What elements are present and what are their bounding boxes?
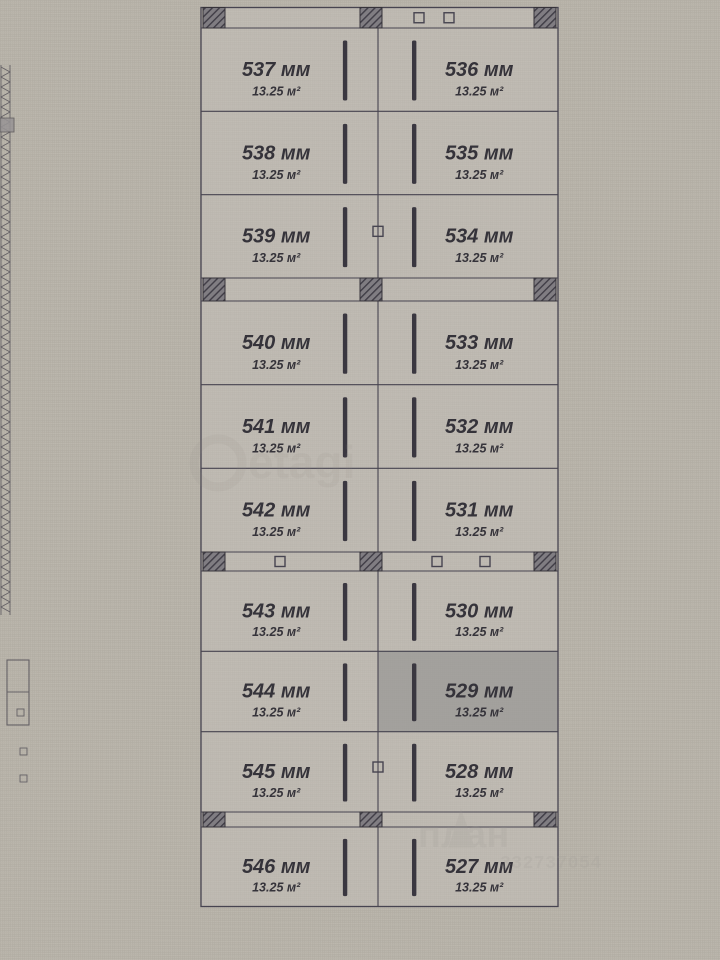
svg-text:13.25 м²: 13.25 м² — [455, 358, 504, 372]
svg-text:13.25 м²: 13.25 м² — [455, 706, 504, 720]
svg-text:13.25 м²: 13.25 м² — [252, 786, 301, 800]
svg-text:13.25 м²: 13.25 м² — [252, 625, 301, 639]
svg-text:13.25 м²: 13.25 м² — [455, 442, 504, 456]
svg-text:538 мм: 538 мм — [242, 142, 311, 164]
svg-text:13.25 м²: 13.25 м² — [455, 881, 504, 895]
svg-text:532 мм: 532 мм — [445, 416, 514, 438]
svg-text:13.25 м²: 13.25 м² — [252, 706, 301, 720]
svg-text:13.25 м²: 13.25 м² — [252, 881, 301, 895]
svg-text:13.25 м²: 13.25 м² — [455, 85, 504, 99]
svg-text:13.25 м²: 13.25 м² — [252, 85, 301, 99]
svg-text:541 мм: 541 мм — [242, 416, 311, 438]
svg-text:13.25 м²: 13.25 м² — [455, 525, 504, 539]
svg-text:545 мм: 545 мм — [242, 761, 311, 783]
svg-text:542 мм: 542 мм — [242, 500, 311, 522]
svg-text:13.25 м²: 13.25 м² — [252, 358, 301, 372]
svg-text:539 мм: 539 мм — [242, 226, 311, 248]
svg-text:535 мм: 535 мм — [445, 142, 514, 164]
svg-text:546 мм: 546 мм — [242, 856, 311, 878]
svg-text:13.25 м²: 13.25 м² — [252, 251, 301, 265]
svg-text:544 мм: 544 мм — [242, 681, 311, 703]
svg-text:534 мм: 534 мм — [445, 226, 514, 248]
svg-text:13.25 м²: 13.25 м² — [455, 786, 504, 800]
svg-text:332737054: 332737054 — [500, 854, 602, 874]
svg-text:13.25 м²: 13.25 м² — [455, 625, 504, 639]
svg-text:531 мм: 531 мм — [445, 500, 514, 522]
svg-text:540 мм: 540 мм — [242, 332, 311, 354]
svg-text:план: план — [418, 814, 509, 856]
svg-text:13.25 м²: 13.25 м² — [455, 251, 504, 265]
svg-text:537 мм: 537 мм — [242, 59, 311, 81]
svg-text:13.25 м²: 13.25 м² — [252, 168, 301, 182]
svg-text:etagi: etagi — [248, 436, 355, 488]
svg-text:536 мм: 536 мм — [445, 59, 514, 81]
svg-text:13.25 м²: 13.25 м² — [252, 525, 301, 539]
svg-text:533 мм: 533 мм — [445, 332, 514, 354]
svg-text:543 мм: 543 мм — [242, 600, 311, 622]
svg-text:530 мм: 530 мм — [445, 600, 514, 622]
svg-text:13.25 м²: 13.25 м² — [455, 168, 504, 182]
svg-text:528 мм: 528 мм — [445, 761, 514, 783]
svg-text:529 мм: 529 мм — [445, 681, 514, 703]
